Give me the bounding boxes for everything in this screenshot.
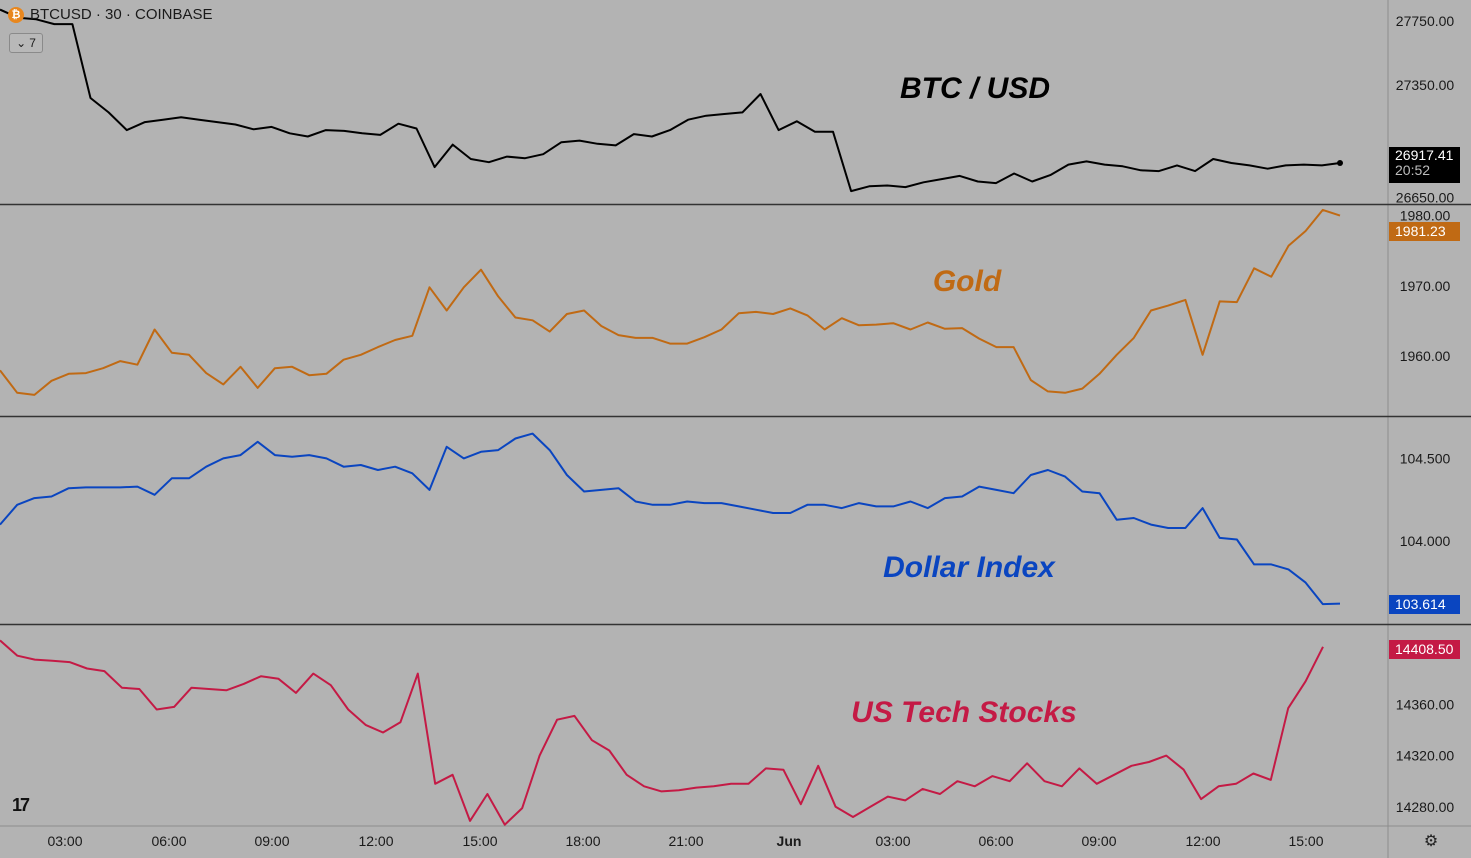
time-tick-label: 03:00 (47, 833, 82, 849)
tech-ytick-label: 14280.00 (1396, 799, 1455, 815)
time-tick-label: 03:00 (875, 833, 910, 849)
tech-ytick-label: 14320.00 (1396, 748, 1455, 764)
btc-ytick-label: 27750.00 (1396, 13, 1455, 29)
btc-last-point (1337, 160, 1343, 167)
time-tick-label: 21:00 (668, 833, 703, 849)
btc-bar-countdown: 20:52 (1395, 162, 1431, 178)
time-tick-label: 15:00 (462, 833, 497, 849)
btc-ytick-label: 26650.00 (1396, 190, 1455, 206)
dxy-series-line[interactable] (0, 432, 1341, 606)
dxy-ytick-label: 104.000 (1400, 533, 1451, 549)
dxy-ytick-label: 104.500 (1400, 450, 1451, 466)
gold-series-title: Gold (933, 265, 1002, 298)
time-tick-label: 09:00 (254, 833, 289, 849)
tech-series-line[interactable] (0, 639, 1324, 826)
time-tick-label: 15:00 (1288, 833, 1323, 849)
btc-ytick-label: 27350.00 (1396, 77, 1455, 93)
time-tick-label: 09:00 (1081, 833, 1116, 849)
dxy-last-price: 103.614 (1395, 596, 1446, 612)
tech-series-title: US Tech Stocks (851, 696, 1077, 729)
gold-ytick-label: 1970.00 (1400, 278, 1451, 294)
symbol-header[interactable]: ₿ BTCUSD · 30 · COINBASE (8, 6, 213, 23)
gold-ytick-label: 1980.00 (1400, 208, 1451, 224)
btc-series-line[interactable] (0, 8, 1341, 193)
time-tick-label: Jun (777, 833, 802, 849)
time-tick-label: 06:00 (151, 833, 186, 849)
price-axis[interactable]: 27750.00 27350.00 26650.00 1980.00 1970.00 19… (1396, 13, 1455, 815)
symbol-line: BTCUSD · 30 · COINBASE (30, 6, 213, 23)
time-axis[interactable]: 03:00 06:00 09:00 12:00 15:00 18:00 21:00 Jun 03… (47, 833, 1323, 849)
collapse-indicators-button[interactable]: ⌄ 7 (9, 33, 43, 53)
time-tick-label: 06:00 (978, 833, 1013, 849)
dxy-series-title: Dollar Index (883, 551, 1056, 584)
gold-last-price-tag: 1981.23 (1389, 222, 1460, 241)
tech-last-price: 14408.50 (1395, 641, 1454, 657)
dxy-last-price-tag: 103.614 (1389, 595, 1460, 614)
time-tick-label: 12:00 (1185, 833, 1220, 849)
series-lines (0, 8, 1343, 826)
indicator-count: 7 (29, 36, 36, 50)
btc-last-price: 26917.41 (1395, 147, 1454, 163)
tech-ytick-label: 14360.00 (1396, 696, 1455, 712)
btc-series-title: BTC / USD (900, 72, 1050, 105)
gold-last-price: 1981.23 (1395, 223, 1446, 239)
gear-icon[interactable]: ⚙ (1423, 833, 1439, 850)
bitcoin-icon: ₿ (8, 6, 24, 23)
series-titles: BTC / USD Gold Dollar Index US Tech Stocks (851, 72, 1077, 729)
tradingview-logo[interactable]: 17 (12, 795, 30, 815)
btc-last-price-tag: 26917.41 20:52 (1389, 147, 1460, 183)
chevron-down-icon: ⌄ (16, 36, 27, 50)
gold-series-line[interactable] (0, 208, 1341, 396)
tech-last-price-tag: 14408.50 (1389, 640, 1460, 659)
gold-ytick-label: 1960.00 (1400, 348, 1451, 364)
time-tick-label: 18:00 (565, 833, 600, 849)
time-tick-label: 12:00 (358, 833, 393, 849)
